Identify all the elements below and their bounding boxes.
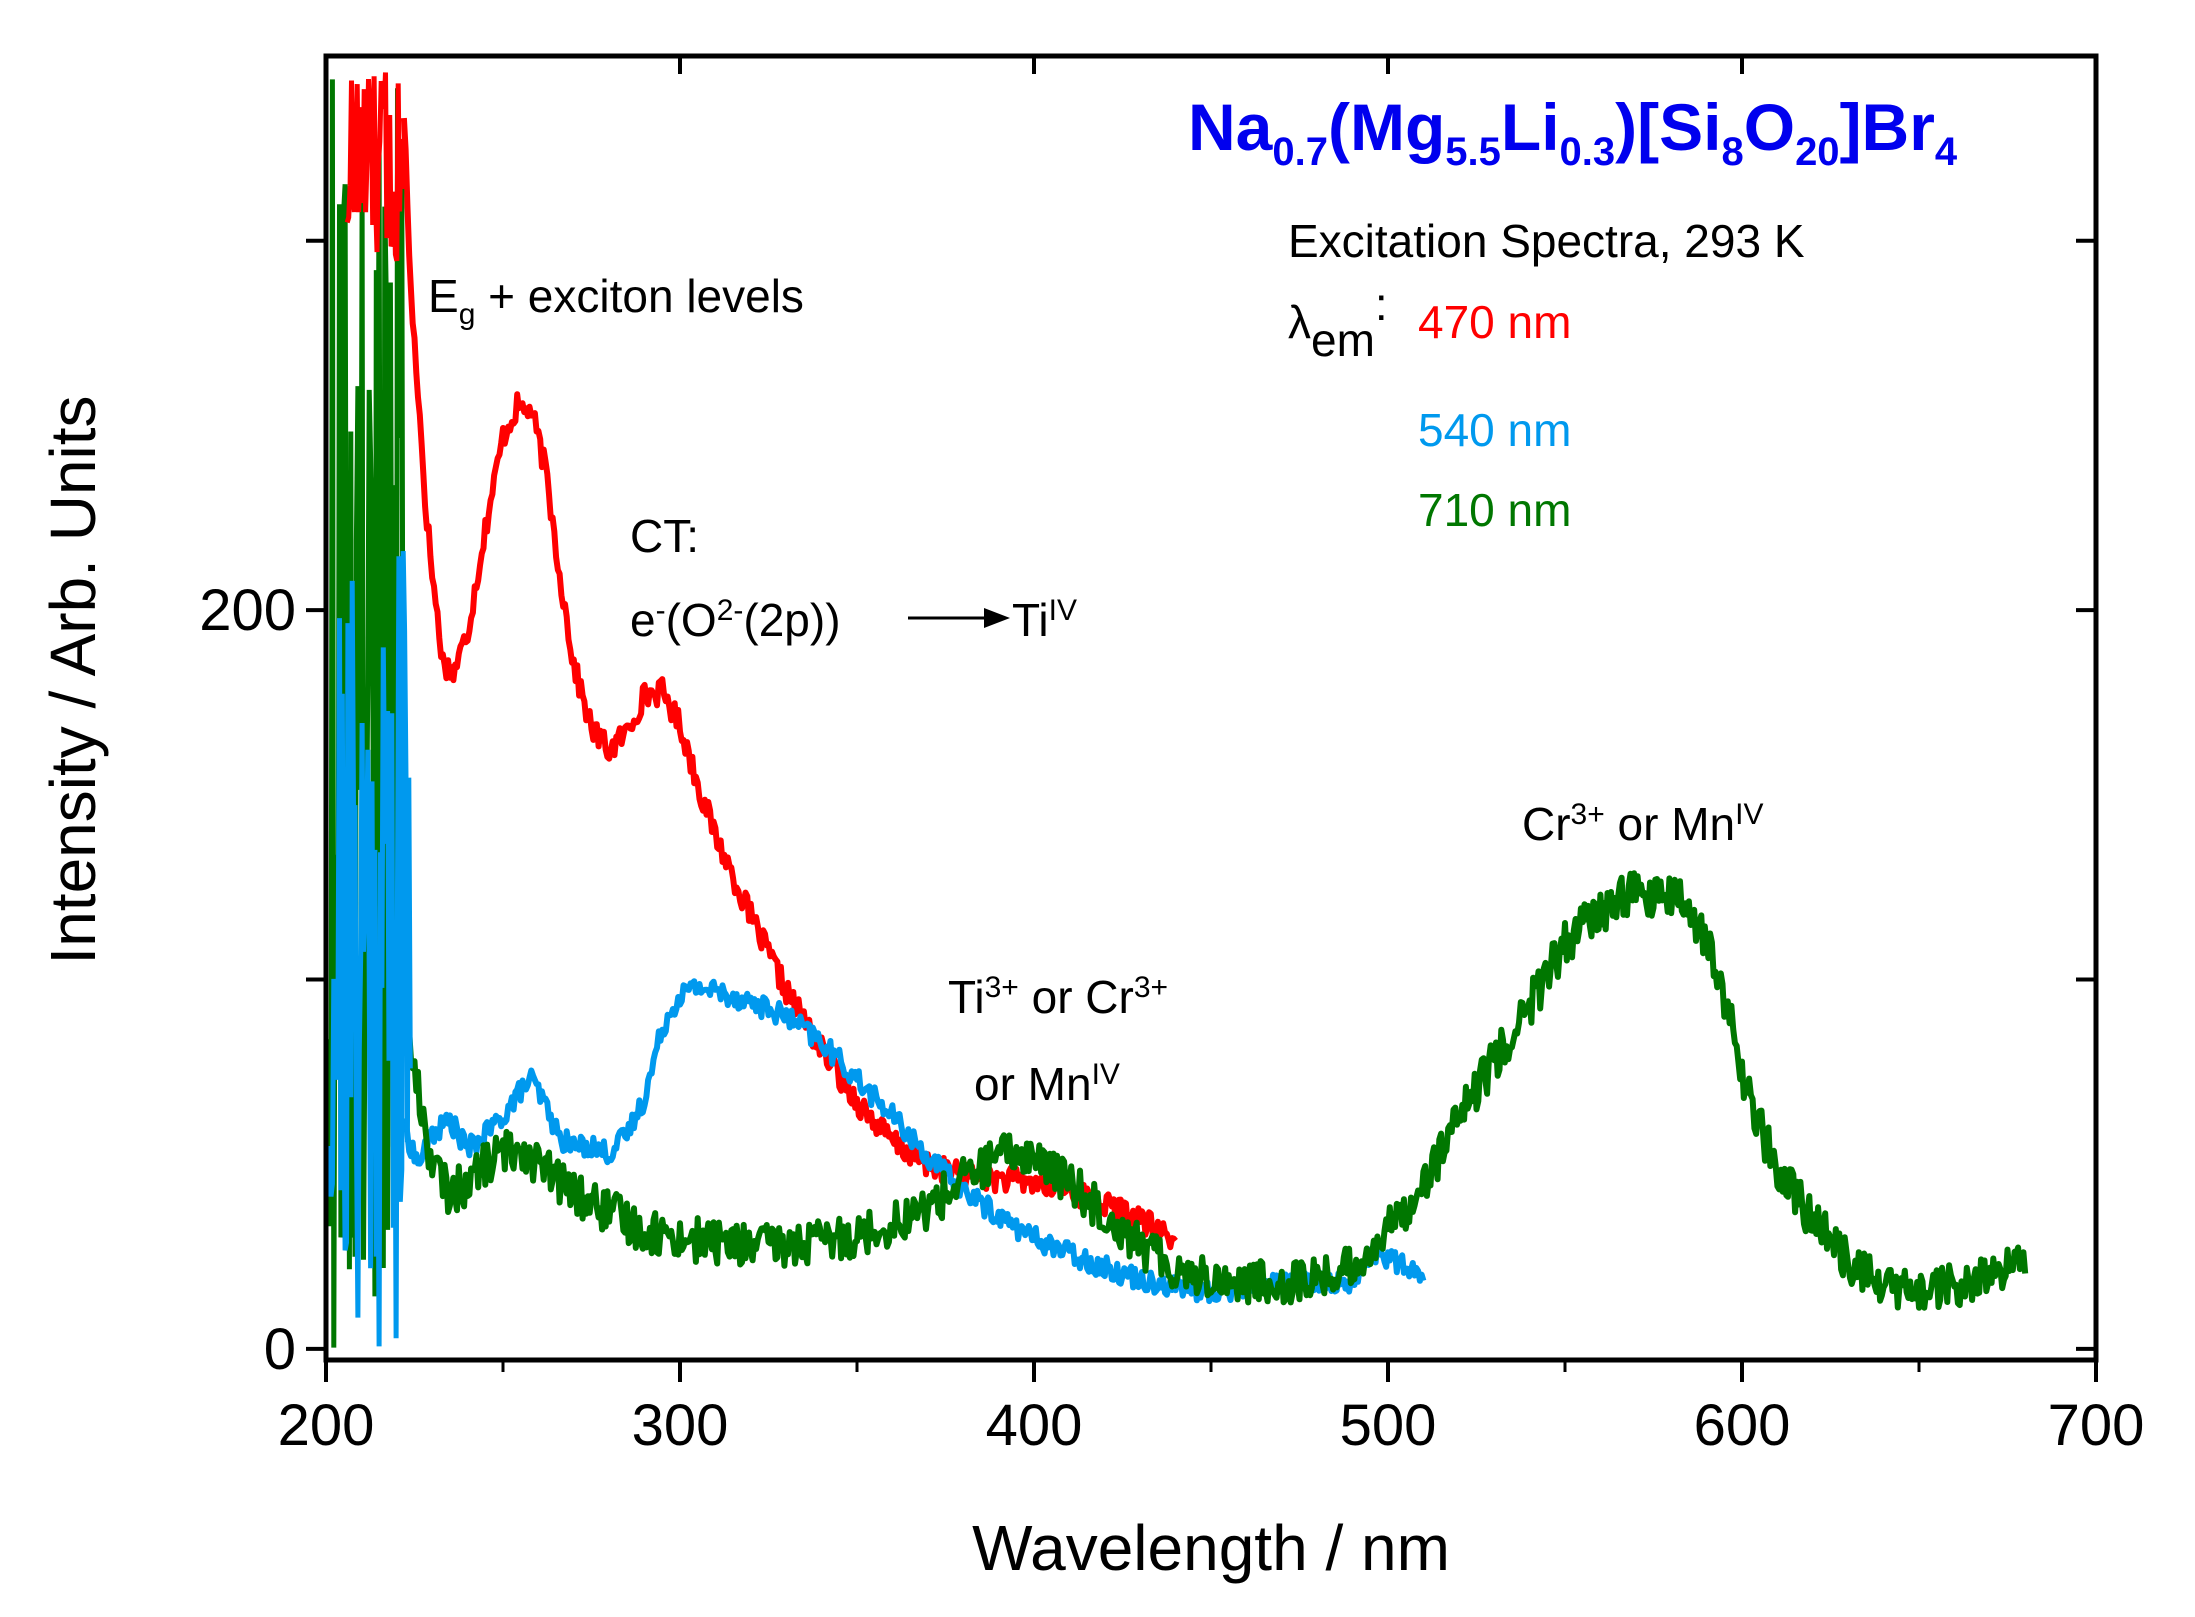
annotation-ct1-part-0: CT: [630,510,699,562]
legend-colon: : [1375,278,1388,330]
annotation-eg-part-2: + exciton levels [475,270,804,322]
annotation-ct3-part-0: Ti [1012,594,1049,646]
x-tick-label-4: 600 [1694,1393,1791,1458]
y-tick-label-1: 200 [199,578,296,643]
annotation-ti1-part-1: 3+ [985,971,1019,1004]
annotation-eg-part-0: E [428,270,459,322]
title-sub-5: 4 [1935,130,1958,174]
annotation-ct2-part-1: - [656,594,666,627]
title-main-4: O [1744,90,1795,164]
annotation-ct2-part-3: 2- [717,594,744,627]
annotation-ct2-part-0: e [630,594,656,646]
y-tick-label-0: 0 [264,1317,296,1382]
annotation-ct3: TiIV [1012,594,1077,647]
annotation-ti1: Ti3+ or Cr3+ [948,971,1168,1024]
title-sub-1: 5.5 [1445,130,1501,174]
x-axis-label: Wavelength / nm [972,1512,1450,1584]
legend-symbol: λ [1288,296,1311,348]
title-main-2: Li [1501,90,1560,164]
subtitle: Excitation Spectra, 293 K [1288,215,1805,267]
annotation-ct2-part-2: (O [666,594,717,646]
legend-entry-1: 540 nm [1418,404,1571,456]
annotation-ti2-part-1: IV [1092,1058,1120,1091]
x-tick-label-2: 400 [986,1393,1083,1458]
legend-entry-0: 470 nm [1418,296,1571,348]
title-main-3: )[Si [1615,90,1721,164]
series-line-0 [400,117,1178,1251]
annotation-cr-part-0: Cr [1522,798,1571,850]
title-main-1: (Mg [1328,90,1445,164]
annotation-cr-part-3: IV [1735,798,1763,831]
title-sub-4: 20 [1795,130,1840,174]
edge-noise-1 [327,551,413,1347]
x-tick-label-3: 500 [1340,1393,1437,1458]
annotation-ct1: CT: [630,510,699,562]
annotation-eg-part-1: g [459,298,476,331]
annotation-cr-part-1: 3+ [1571,798,1605,831]
annotation-ct2-part-4: (2p)) [743,594,840,646]
annotation-ti2-part-0: or Mn [974,1058,1092,1110]
annotation-ct3-part-1: IV [1049,594,1077,627]
title-sub-2: 0.3 [1560,130,1616,174]
annotation-cr-part-2: or Mn [1605,798,1735,850]
series-line-2 [400,870,2029,1311]
annotation-ti1-part-3: 3+ [1134,971,1168,1004]
title-sub-3: 8 [1721,130,1743,174]
series-lines [327,72,2029,1348]
x-tick-label-1: 300 [632,1393,729,1458]
annotation-ct2: e-(O2-(2p)) [630,594,841,647]
ct-arrow-head [984,608,1010,628]
annotation-eg: Eg + exciton levels [428,270,804,331]
annotation-ti1-part-0: Ti [948,971,985,1023]
edge-noise-2 [344,72,405,262]
chart-text: Wavelength / nm Intensity / Arb. Units E… [37,90,1958,1584]
legend-entry-2: 710 nm [1418,484,1571,536]
chart-title: Na0.7(Mg5.5Li0.3)[Si8O20]Br4 [1188,90,1958,174]
legend-label: λem: [1288,278,1388,367]
title-main-0: Na [1188,90,1274,164]
annotation-cr: Cr3+ or MnIV [1522,798,1764,851]
plot-frame [323,53,2099,1363]
x-tick-label-5: 700 [2048,1393,2145,1458]
y-axis-label: Intensity / Arb. Units [37,395,109,964]
annotation-ti2: or MnIV [974,1058,1120,1111]
x-tick-label-0: 200 [278,1393,375,1458]
title-main-5: ]Br [1840,90,1935,164]
axis-ticks: 200 300 400 500 600 700 0 200 [199,56,2144,1458]
legend-symbol-sub: em [1311,314,1375,366]
series-line-1 [400,978,1427,1305]
annotation-ti1-part-2: or Cr [1019,971,1134,1023]
title-sub-0: 0.7 [1272,130,1328,174]
